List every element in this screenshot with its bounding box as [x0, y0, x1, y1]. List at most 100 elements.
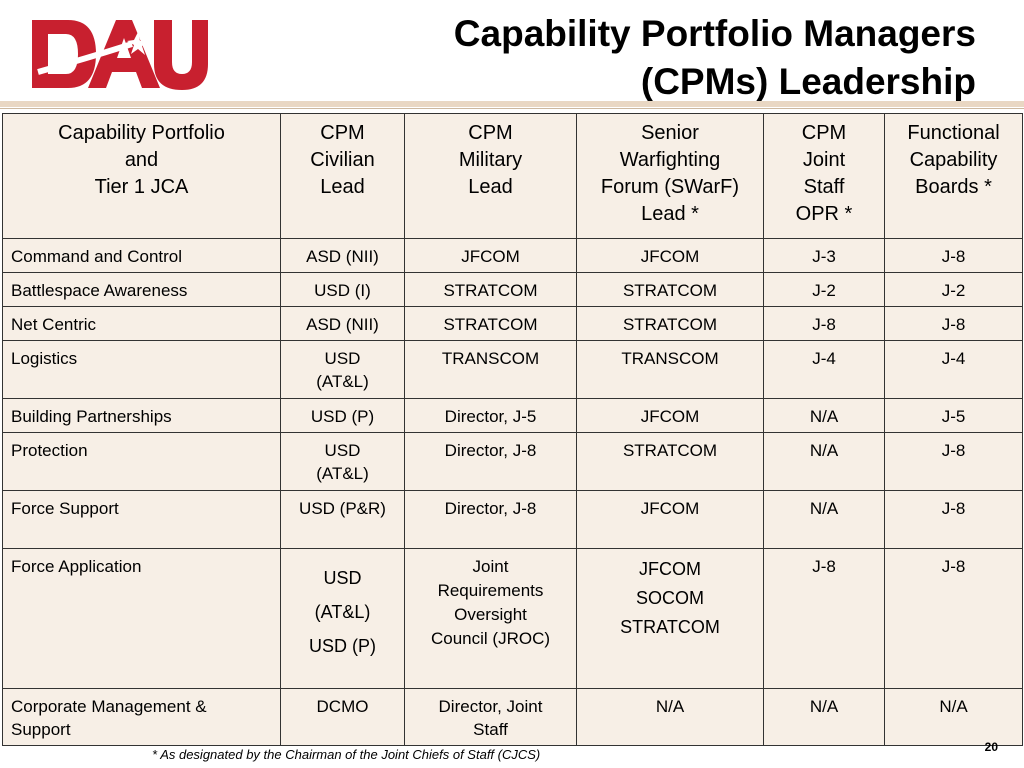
table-cell: JFCOM [576, 398, 764, 433]
cell-line: ASD (NII) [306, 247, 379, 266]
table-cell: Director, J-8 [404, 490, 577, 549]
column-header-line: Lead [320, 176, 365, 198]
cell-line: Director, J-8 [444, 499, 537, 518]
table-header-row: Capability Portfolio and Tier 1 JCA CPM Civi… [2, 113, 1023, 239]
cell-line: USD [324, 349, 361, 368]
title-line-1: Capability Portfolio Managers [453, 13, 976, 54]
table-row: Battlespace Awareness USD (I) STRATCOM STRA… [2, 272, 1023, 307]
table-row: Logistics USD (AT&L) TRANSCOM TRANSCOM J-4 J-4 [2, 340, 1023, 399]
table-cell: J-8 [884, 306, 1023, 341]
table-row: Net Centric ASD (NII) STRATCOM STRATCOM J-8 J… [2, 306, 1023, 341]
table-cell: USD (AT&L) USD (P) [280, 548, 405, 689]
cell-line: Council (JROC) [430, 629, 551, 648]
table-row: Force Support USD (P&R) Director, J-8 JFCOM… [2, 490, 1023, 549]
column-header-line: and [124, 149, 159, 171]
column-header-line: CPM [801, 122, 847, 144]
column-header-line: Lead [468, 176, 513, 198]
cell-line: TRANSCOM [621, 349, 719, 368]
cpm-leadership-table: Capability Portfolio and Tier 1 JCA CPM Civi… [2, 113, 1023, 746]
column-header-line: Forum (SWarF) [600, 176, 740, 198]
column-header: CPM Military Lead [404, 113, 577, 239]
cell-line: USD [323, 568, 362, 588]
row-label-cell: Battlespace Awareness [2, 272, 281, 307]
table-cell: N/A [576, 688, 764, 746]
cell-line: Requirements [437, 581, 544, 600]
column-header-line: Joint [802, 149, 846, 171]
row-label-cell: Logistics [2, 340, 281, 399]
table-cell: J-4 [884, 340, 1023, 399]
table-cell: STRATCOM [576, 272, 764, 307]
cell-line: N/A [939, 697, 968, 716]
table-cell: USD (AT&L) [280, 340, 405, 399]
cell-line: STRATCOM [622, 441, 718, 460]
table-cell: TRANSCOM [576, 340, 764, 399]
cell-line: Net Centric [11, 315, 97, 334]
table-cell: STRATCOM [576, 432, 764, 491]
table-cell: USD (P&R) [280, 490, 405, 549]
cell-line: J-2 [941, 281, 966, 300]
table-cell: USD (I) [280, 272, 405, 307]
column-header-line: CPM [320, 122, 365, 144]
row-label-cell: Force Application [2, 548, 281, 689]
column-header-line: Senior [641, 122, 699, 144]
table-cell: JFCOM SOCOM STRATCOM [576, 548, 764, 689]
cell-line: N/A [809, 407, 839, 426]
table-cell: STRATCOM [404, 272, 577, 307]
table-cell: Director, Joint Staff [404, 688, 577, 746]
cell-line: N/A [809, 441, 839, 460]
column-header-line: Tier 1 JCA [94, 176, 189, 198]
column-header-line: Boards * [915, 176, 992, 198]
table-cell: J-2 [884, 272, 1023, 307]
table-cell: ASD (NII) [280, 238, 405, 273]
cell-line: J-5 [941, 407, 966, 426]
column-header-line: Capability Portfolio [58, 122, 225, 144]
row-label-cell: Force Support [2, 490, 281, 549]
cell-line: J-3 [812, 247, 836, 266]
table-cell: STRATCOM [576, 306, 764, 341]
column-header-line: CPM [468, 122, 513, 144]
table-cell: J-2 [763, 272, 885, 307]
table-row: Corporate Management & Support DCMO Directo… [2, 688, 1023, 746]
table-cell: Director, J-5 [404, 398, 577, 433]
cell-line: Protection [11, 441, 88, 460]
table-cell: DCMO [280, 688, 405, 746]
table-body: Command and Control ASD (NII) JFCOM JFCOM J-… [2, 238, 1023, 746]
cell-line: USD (P&R) [299, 499, 386, 518]
cell-line: (AT&L) [316, 372, 369, 391]
cell-line: TRANSCOM [441, 349, 540, 368]
column-header: CPM Civilian Lead [280, 113, 405, 239]
cell-line: Force Application [11, 557, 142, 576]
table-row: Protection USD (AT&L) Director, J-8 STRATCOM… [2, 432, 1023, 491]
cell-line: Force Support [11, 499, 119, 518]
cell-line: JFCOM [639, 559, 701, 579]
dau-logo [32, 20, 208, 90]
cell-line: STRATCOM [622, 315, 718, 334]
cell-line: J-8 [812, 315, 836, 334]
cell-line: USD (P) [309, 636, 376, 656]
cell-line: J-8 [941, 441, 966, 460]
cell-line: STRATCOM [620, 617, 720, 637]
column-header-line: Civilian [310, 149, 375, 171]
table-cell: N/A [763, 490, 885, 549]
table-cell: J-8 [884, 548, 1023, 689]
footnote: * As designated by the Chairman of the J… [152, 747, 541, 762]
page-title: Capability Portfolio Managers (CPMs) Lea… [336, 10, 976, 106]
cell-line: N/A [655, 697, 685, 716]
table-cell: STRATCOM [404, 306, 577, 341]
column-header-line: Warfighting [619, 149, 721, 171]
column-header-line: Lead * [641, 203, 699, 225]
cell-line: N/A [809, 697, 839, 716]
cell-line: J-8 [812, 557, 836, 576]
cell-line: Staff [473, 720, 508, 739]
table-cell: J-5 [884, 398, 1023, 433]
column-header-line: Capability [909, 149, 998, 171]
row-label-cell: Building Partnerships [2, 398, 281, 433]
cell-line: USD (P) [310, 407, 375, 426]
cell-line: JFCOM [640, 407, 700, 426]
table-cell: N/A [763, 398, 885, 433]
column-header-line: Military [458, 149, 523, 171]
cell-line: Director, Joint [438, 697, 543, 716]
table-cell: J-8 [763, 306, 885, 341]
table-cell: JFCOM [404, 238, 577, 273]
table-cell: JFCOM [576, 238, 764, 273]
